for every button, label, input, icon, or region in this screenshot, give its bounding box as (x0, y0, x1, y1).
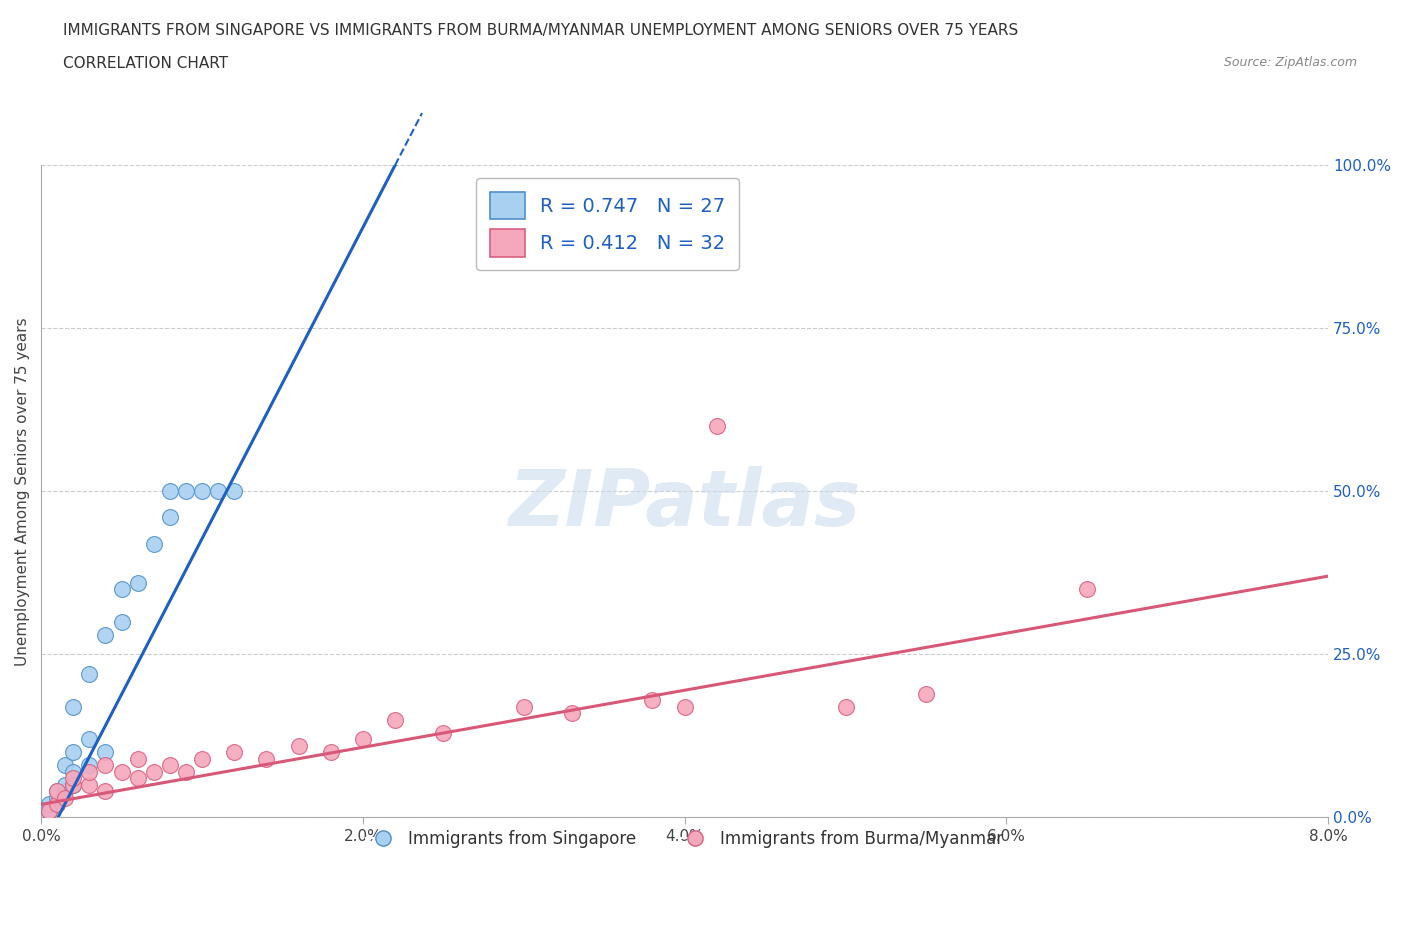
Point (79, 758, 101, 773)
Point (110, 615, 132, 630)
Point (352, 732, 374, 747)
Point (53, 758, 76, 773)
Point (46, 790, 69, 805)
Point (142, 764, 165, 779)
Point (127, 771, 149, 786)
Point (207, 484, 229, 498)
Point (641, 693, 664, 708)
Y-axis label: Unemployment Among Seniors over 75 years: Unemployment Among Seniors over 75 years (15, 317, 30, 666)
Point (319, 745, 342, 760)
Point (79, 667, 101, 682)
Point (191, 484, 214, 498)
Text: ZIPatlas: ZIPatlas (509, 466, 860, 542)
Point (513, 699, 536, 714)
Point (46, 797, 69, 812)
Point (127, 751, 149, 766)
Point (94, 745, 117, 760)
Point (79, 764, 101, 779)
Point (224, 745, 246, 760)
Text: Source: ZipAtlas.com: Source: ZipAtlas.com (1223, 56, 1357, 69)
Point (174, 764, 197, 779)
Point (174, 484, 197, 498)
Point (46, 797, 69, 812)
Point (62, 764, 84, 779)
Point (38, 797, 60, 812)
Text: IMMIGRANTS FROM SINGAPORE VS IMMIGRANTS FROM BURMA/MYANMAR UNEMPLOYMENT AMONG SE: IMMIGRANTS FROM SINGAPORE VS IMMIGRANTS … (63, 23, 1018, 38)
Point (110, 764, 132, 779)
Point (46, 784, 69, 799)
Point (62, 777, 84, 792)
Point (79, 732, 101, 747)
Point (159, 484, 181, 498)
Point (254, 751, 277, 766)
Point (673, 699, 696, 714)
Point (62, 771, 84, 786)
Point (62, 699, 84, 714)
Point (432, 725, 454, 740)
Point (142, 536, 165, 551)
Point (38, 804, 60, 818)
Point (159, 758, 181, 773)
Point (159, 510, 181, 525)
Point (53, 784, 76, 799)
Point (561, 706, 583, 721)
Point (38, 804, 60, 818)
Point (94, 628, 117, 643)
Point (62, 745, 84, 760)
Point (915, 686, 938, 701)
Point (53, 790, 76, 805)
Point (94, 784, 117, 799)
Point (287, 738, 309, 753)
Point (127, 575, 149, 590)
Legend: Immigrants from Singapore, Immigrants from Burma/Myanmar: Immigrants from Singapore, Immigrants fr… (360, 823, 1010, 855)
Point (834, 699, 856, 714)
Point (110, 582, 132, 597)
Point (79, 777, 101, 792)
Point (62, 777, 84, 792)
Point (224, 484, 246, 498)
Point (191, 751, 214, 766)
Point (384, 712, 406, 727)
Point (46, 784, 69, 799)
Point (1076, 582, 1098, 597)
Point (94, 758, 117, 773)
Text: CORRELATION CHART: CORRELATION CHART (63, 56, 228, 71)
Point (53, 777, 76, 792)
Point (706, 418, 728, 433)
